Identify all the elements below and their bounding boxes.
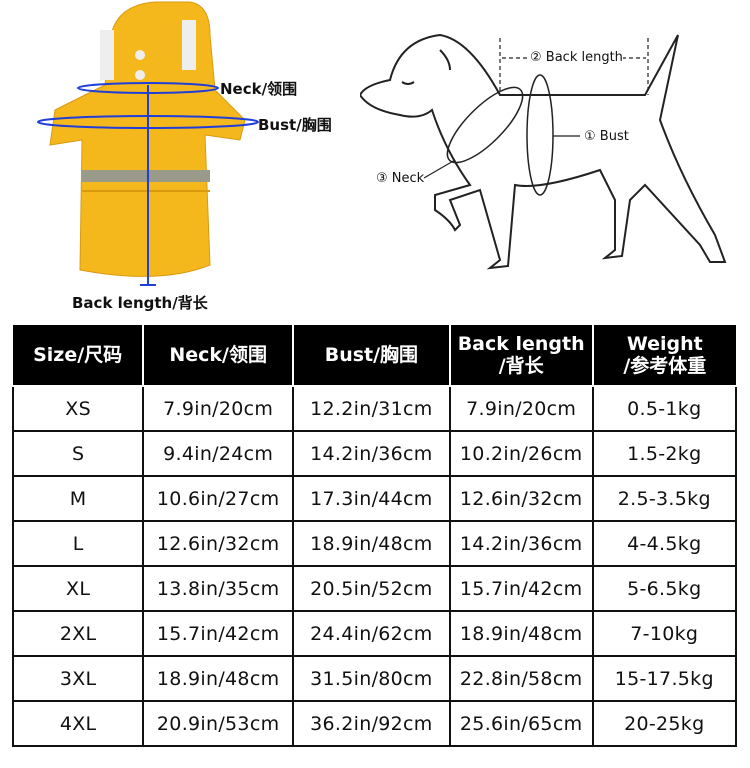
table-cell: 10.6in/27cm — [142, 475, 295, 522]
table-row: XL 13.8in/35cm 20.5in/52cm 15.7in/42cm 5-6.5… — [11, 565, 738, 612]
column-header: Weight/参考体重 — [591, 325, 736, 387]
column-header-line: Bust/胸围 — [324, 344, 419, 366]
table-cell: XS — [11, 385, 145, 432]
table-cell: 25.6in/65cm — [448, 700, 594, 747]
column-header-line: Neck/领围 — [169, 344, 267, 366]
table-cell: 2XL — [11, 610, 145, 657]
column-header-line: /参考体重 — [623, 355, 707, 377]
column-header: Neck/领围 — [142, 325, 295, 387]
table-cell: 13.8in/35cm — [142, 565, 295, 612]
table-cell: 7-10kg — [591, 610, 738, 657]
column-header-line: /背长 — [498, 355, 544, 377]
table-cell: 18.9in/48cm — [448, 610, 594, 657]
table-cell: 5-6.5kg — [591, 565, 738, 612]
table-cell: 3XL — [11, 655, 145, 702]
table-row: 3XL 18.9in/48cm 31.5in/80cm 22.8in/58cm 15-1… — [11, 655, 738, 702]
column-header: Size/尺码 — [13, 325, 145, 387]
dog-neck-label: ③ Neck — [376, 171, 425, 186]
table-cell: 4XL — [11, 700, 145, 747]
table-cell: 17.3in/44cm — [292, 475, 451, 522]
coat-back-length-label: Back length/背长 — [72, 294, 208, 312]
table-cell: 4-4.5kg — [591, 520, 738, 567]
coat-bust-label: Bust/胸围 — [258, 116, 332, 134]
column-header: Back length/背长 — [448, 325, 594, 387]
table-cell: 22.8in/58cm — [448, 655, 594, 702]
table-row: L 12.6in/32cm 18.9in/48cm 14.2in/36cm 4-4.5k… — [11, 520, 738, 567]
table-cell: 15-17.5kg — [591, 655, 738, 702]
table-row: S 9.4in/24cm 14.2in/36cm 10.2in/26cm 1.5-2kg — [11, 430, 738, 477]
column-header-line: Size/尺码 — [33, 344, 123, 366]
table-cell: 12.2in/31cm — [292, 385, 451, 432]
table-cell: 10.2in/26cm — [448, 430, 594, 477]
table-cell: 20-25kg — [591, 700, 738, 747]
table-cell: L — [11, 520, 145, 567]
table-cell: 20.5in/52cm — [292, 565, 451, 612]
table-row: 2XL 15.7in/42cm 24.4in/62cm 18.9in/48cm 7-10… — [11, 610, 738, 657]
table-cell: 18.9in/48cm — [292, 520, 451, 567]
table-cell: 9.4in/24cm — [142, 430, 295, 477]
raincoat-image — [37, 1, 259, 286]
table-cell: XL — [11, 565, 145, 612]
table-cell: 15.7in/42cm — [448, 565, 594, 612]
coat-neck-label: Neck/领围 — [220, 80, 298, 98]
column-header: Bust/胸围 — [292, 325, 451, 387]
table-cell: M — [11, 475, 145, 522]
table-cell: S — [11, 430, 145, 477]
table-cell: 20.9in/53cm — [142, 700, 295, 747]
column-header-line: Weight — [626, 333, 703, 355]
dog-bust-label: ① Bust — [584, 129, 629, 144]
dog-back-length-label: ② Back length — [530, 50, 623, 65]
table-cell: 1.5-2kg — [591, 430, 738, 477]
table-cell: 7.9in/20cm — [142, 385, 295, 432]
column-header-line: Back length — [457, 333, 585, 355]
table-cell: 31.5in/80cm — [292, 655, 451, 702]
table-cell: 7.9in/20cm — [448, 385, 594, 432]
table-cell: 14.2in/36cm — [292, 430, 451, 477]
table-cell: 12.6in/32cm — [142, 520, 295, 567]
table-row: 4XL 20.9in/53cm 36.2in/92cm 25.6in/65cm 20-2… — [11, 700, 738, 747]
table-cell: 36.2in/92cm — [292, 700, 451, 747]
table-cell: 0.5-1kg — [591, 385, 738, 432]
table-cell: 14.2in/36cm — [448, 520, 594, 567]
table-cell: 2.5-3.5kg — [591, 475, 738, 522]
table-cell: 12.6in/32cm — [448, 475, 594, 522]
table-cell: 24.4in/62cm — [292, 610, 451, 657]
size-chart-table: Size/尺码 Neck/领围 Bust/胸围 Back length/背长 Weigh… — [11, 325, 738, 747]
table-cell: 15.7in/42cm — [142, 610, 295, 657]
table-row: XS 7.9in/20cm 12.2in/31cm 7.9in/20cm 0.5-1kg — [11, 385, 738, 432]
dog-measurement-diagram — [360, 33, 727, 270]
table-row: M 10.6in/27cm 17.3in/44cm 12.6in/32cm 2.5-3.… — [11, 475, 738, 522]
table-cell: 18.9in/48cm — [142, 655, 295, 702]
